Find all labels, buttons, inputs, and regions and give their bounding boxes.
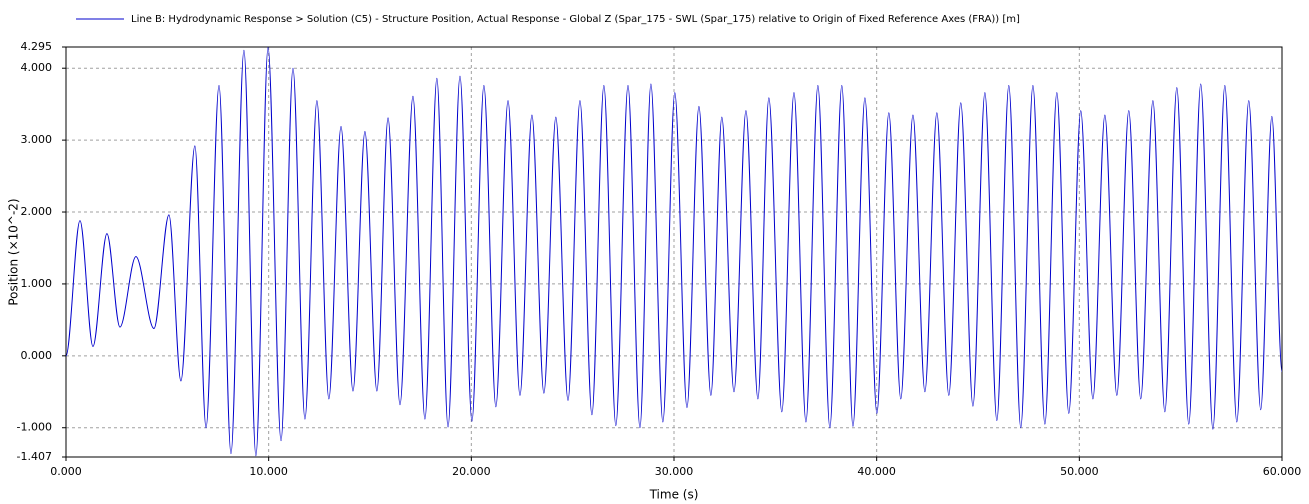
x-tick-label: 20.000 [452,465,491,478]
y-tick-label: -1.000 [17,421,52,434]
x-tick-label: 40.000 [857,465,896,478]
legend-label: Line B: Hydrodynamic Response > Solution… [131,14,1020,25]
x-tick-label: 10.000 [249,465,288,478]
y-tick-label: 0.000 [21,349,53,362]
data-line [65,46,1283,457]
y-axis-label: Position (×10^-2) [7,198,21,305]
y-tick-label: 4.295 [21,40,53,53]
x-tick-label: 0.000 [50,465,82,478]
y-tick-label: 2.000 [21,205,53,218]
y-tick-label: 3.000 [21,133,53,146]
y-tick-label: 4.000 [21,61,53,74]
x-tick-label: 50.000 [1060,465,1099,478]
x-tick-label: 30.000 [655,465,694,478]
x-axis-label: Time (s) [649,488,699,502]
y-tick-label: 1.000 [21,277,53,290]
x-tick-label: 60.000 [1263,465,1302,478]
y-tick-label: -1.407 [17,450,52,463]
plot-frame [65,46,1283,458]
